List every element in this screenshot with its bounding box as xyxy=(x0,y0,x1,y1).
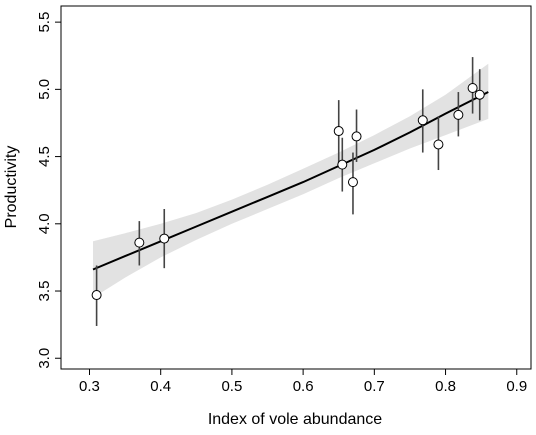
data-point xyxy=(467,83,478,94)
data-point xyxy=(453,109,464,120)
data-point xyxy=(433,139,444,150)
x-tick-label: 0.4 xyxy=(150,378,171,395)
fit-line xyxy=(92,91,489,271)
data-point xyxy=(347,177,358,188)
data-point xyxy=(474,89,485,100)
x-tick-label: 0.3 xyxy=(79,378,100,395)
y-tick-label: 3.0 xyxy=(36,348,53,369)
data-point xyxy=(159,233,170,244)
y-tick-label: 5.5 xyxy=(36,12,53,33)
x-tick-label: 0.5 xyxy=(221,378,242,395)
data-point xyxy=(351,131,362,142)
x-tick-label: 0.8 xyxy=(435,378,456,395)
data-point xyxy=(134,237,145,248)
confidence-band xyxy=(93,63,489,298)
x-axis: 0.3 0.4 0.5 0.6 0.7 0.8 0.9 xyxy=(79,369,527,395)
fit-line-layer xyxy=(92,91,489,271)
y-axis-title: Productivity xyxy=(3,146,20,229)
x-tick-label: 0.6 xyxy=(293,378,314,395)
y-tick-label: 5.0 xyxy=(36,79,53,100)
confidence-band-layer xyxy=(93,63,489,298)
y-tick-label: 4.0 xyxy=(36,213,53,234)
plot-frame xyxy=(60,5,532,370)
x-tick-label: 0.7 xyxy=(364,378,385,395)
x-axis-title: Index of vole abundance xyxy=(208,411,382,428)
y-tick-label: 4.5 xyxy=(36,146,53,167)
data-point xyxy=(333,126,344,137)
data-point xyxy=(337,159,348,170)
y-axis: 3.0 3.5 4.0 4.5 5.0 5.5 xyxy=(36,12,61,369)
data-point-layer xyxy=(91,83,485,301)
data-point xyxy=(91,290,102,301)
y-tick-label: 3.5 xyxy=(36,281,53,302)
x-tick-label: 0.9 xyxy=(506,378,527,395)
data-point xyxy=(417,115,428,126)
